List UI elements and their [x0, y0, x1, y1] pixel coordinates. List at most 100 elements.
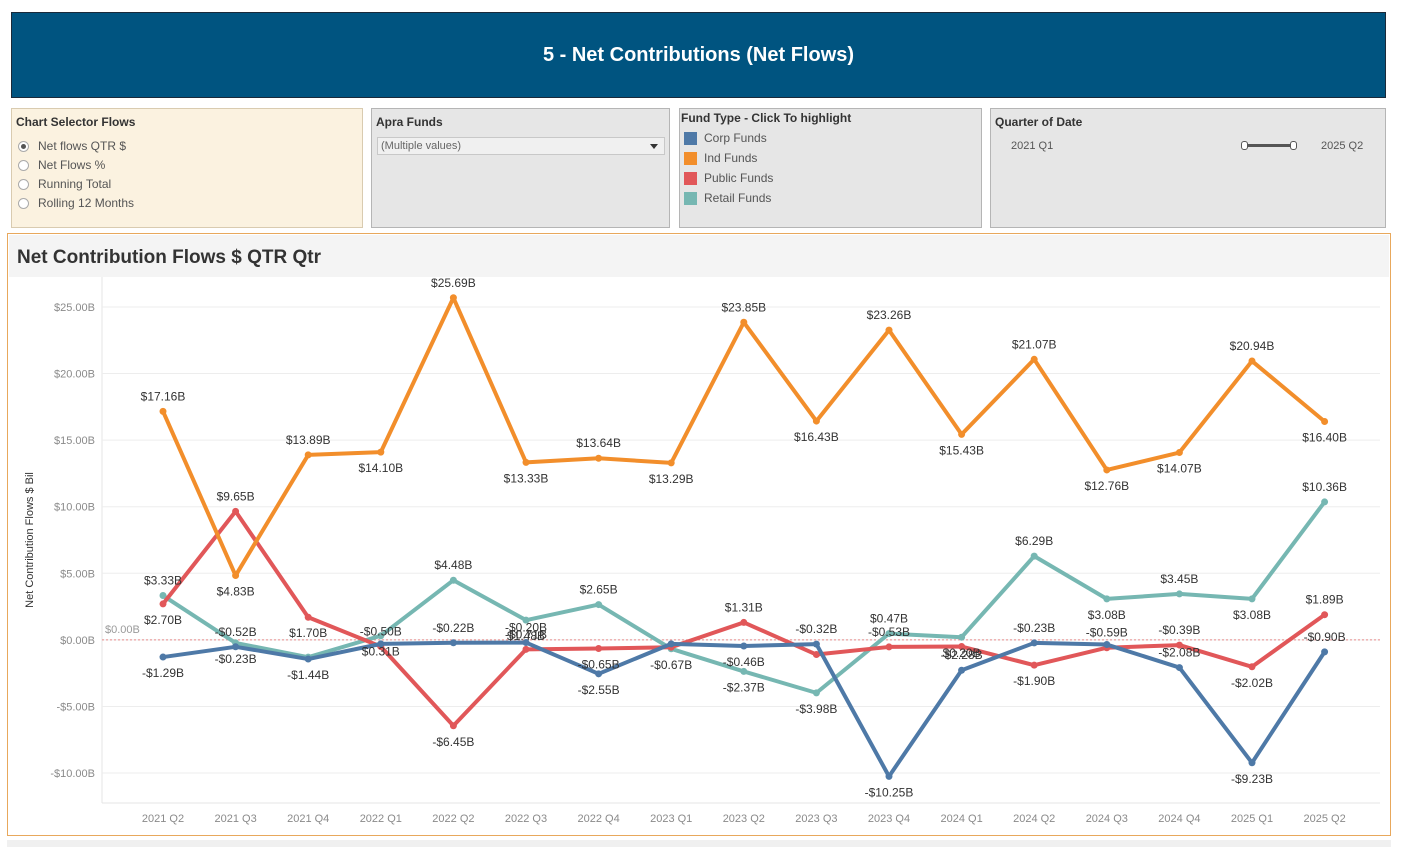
- radio-icon[interactable]: [18, 159, 29, 171]
- slider-track[interactable]: [1244, 144, 1294, 147]
- quarter-filter-title: Quarter of Date: [995, 115, 1083, 129]
- data-label: -$2.02B: [1231, 676, 1273, 690]
- quarter-range-slider[interactable]: [1241, 141, 1297, 151]
- data-point: [1175, 664, 1183, 672]
- data-label: $14.07B: [1157, 462, 1202, 476]
- line-chart[interactable]: $25.00B $20.00B $15.00B $10.00B $5.00B $0.00B…: [8, 277, 1390, 837]
- radio-icon[interactable]: [18, 178, 29, 190]
- data-label: -$6.45B: [432, 735, 474, 749]
- apra-funds-dropdown[interactable]: (Multiple values): [377, 137, 665, 155]
- data-point: [740, 642, 748, 650]
- data-point: [958, 666, 966, 674]
- legend-item-corp-funds[interactable]: Corp Funds: [684, 131, 767, 145]
- y-tick-label: $5.00B: [60, 568, 95, 580]
- data-point: [159, 600, 167, 608]
- data-label: $21.07B: [1012, 337, 1057, 351]
- legend-item-retail-funds[interactable]: Retail Funds: [684, 191, 771, 205]
- x-tick-label: 2024 Q3: [1086, 813, 1128, 825]
- data-label: $2.65B: [580, 583, 618, 597]
- data-label: $13.89B: [286, 433, 331, 447]
- legend-label: Public Funds: [704, 171, 774, 185]
- data-point: [812, 417, 820, 425]
- data-label: -$1.90B: [1013, 674, 1055, 688]
- data-point: [1321, 417, 1329, 425]
- x-tick-label: 2021 Q2: [142, 813, 184, 825]
- legend-item-public-funds[interactable]: Public Funds: [684, 171, 773, 185]
- y-tick-label: $20.00B: [54, 369, 95, 381]
- data-point: [1248, 357, 1256, 365]
- data-label: -$0.50B: [360, 625, 402, 639]
- data-point: [740, 318, 748, 326]
- radio-option-net-flows-qtr[interactable]: Net flows QTR $: [18, 139, 126, 153]
- data-label: $25.69B: [431, 277, 476, 290]
- data-label: $10.36B: [1302, 480, 1347, 494]
- dashboard-title: 5 - Net Contributions (Net Flows): [542, 43, 855, 66]
- data-point: [1248, 759, 1256, 767]
- radio-option-running-total[interactable]: Running Total: [18, 177, 111, 191]
- data-label: -$0.23B: [215, 652, 257, 666]
- data-label: $3.33B: [144, 574, 182, 588]
- data-point: [1103, 595, 1111, 603]
- slider-start-handle[interactable]: [1241, 141, 1248, 150]
- data-point: [377, 640, 385, 648]
- data-label: $9.65B: [217, 489, 255, 503]
- legend-item-ind-funds[interactable]: Ind Funds: [684, 151, 757, 165]
- data-point: [449, 576, 457, 584]
- data-label: -$1.29B: [142, 666, 184, 680]
- data-point: [1030, 355, 1038, 363]
- data-point: [812, 640, 820, 648]
- data-point: [159, 653, 167, 661]
- legend-swatch-retail: [684, 191, 697, 205]
- chevron-down-icon[interactable]: [650, 144, 658, 149]
- radio-option-rolling-12[interactable]: Rolling 12 Months: [18, 196, 134, 210]
- y-tick-label: $15.00B: [54, 435, 95, 447]
- data-label: -$2.08B: [1158, 646, 1200, 660]
- data-point: [522, 616, 530, 624]
- data-point: [740, 667, 748, 675]
- radio-option-net-flows-pct[interactable]: Net Flows %: [18, 158, 105, 172]
- data-point: [522, 458, 530, 466]
- data-label: $15.43B: [939, 443, 984, 457]
- quarter-filter-panel: Quarter of Date 2021 Q1 2025 Q2: [990, 108, 1386, 228]
- data-label: -$3.98B: [795, 702, 837, 716]
- legend-swatch-corp: [684, 131, 697, 145]
- apra-funds-value: (Multiple values): [381, 140, 462, 152]
- data-point: [885, 326, 893, 334]
- legend-label: Corp Funds: [704, 131, 767, 145]
- data-point: [1103, 466, 1111, 474]
- data-point: [595, 454, 603, 462]
- data-point: [595, 645, 603, 653]
- data-label: $13.33B: [504, 471, 549, 485]
- slider-end-handle[interactable]: [1290, 141, 1297, 150]
- data-point: [1321, 611, 1329, 619]
- data-point: [377, 632, 385, 640]
- x-tick-label: 2024 Q1: [940, 813, 982, 825]
- data-label: $12.76B: [1084, 479, 1129, 493]
- y-tick-label: $10.00B: [54, 502, 95, 514]
- data-label: -$9.23B: [1231, 772, 1273, 786]
- x-tick-label: 2022 Q1: [360, 813, 402, 825]
- legend-label: Retail Funds: [704, 191, 772, 205]
- apra-funds-title: Apra Funds: [376, 115, 443, 129]
- radio-icon[interactable]: [18, 197, 29, 209]
- data-point: [159, 592, 167, 600]
- data-point: [1321, 498, 1329, 506]
- data-label: $17.16B: [141, 389, 186, 403]
- data-point: [958, 643, 966, 651]
- data-label: -$0.65B: [578, 658, 620, 672]
- radio-selected-icon[interactable]: [18, 140, 29, 152]
- data-point: [1030, 552, 1038, 560]
- data-label: -$0.53B: [868, 625, 910, 639]
- data-point: [885, 772, 893, 780]
- data-point: [1103, 641, 1111, 649]
- data-label: $16.40B: [1302, 430, 1347, 444]
- fund-type-title: Fund Type - Click To highlight: [681, 111, 852, 125]
- data-label: $4.83B: [217, 585, 255, 599]
- chart-title-bar: Net Contribution Flows $ QTR Qtr: [9, 235, 1389, 277]
- chart-title: Net Contribution Flows $ QTR Qtr: [17, 247, 321, 268]
- x-tick-label: 2023 Q4: [868, 813, 910, 825]
- data-label: $1.48B: [507, 629, 545, 643]
- data-label: $3.45B: [1160, 572, 1198, 586]
- data-point: [232, 572, 240, 580]
- y-axis-title: Net Contribution Flows $ Bil: [24, 472, 36, 608]
